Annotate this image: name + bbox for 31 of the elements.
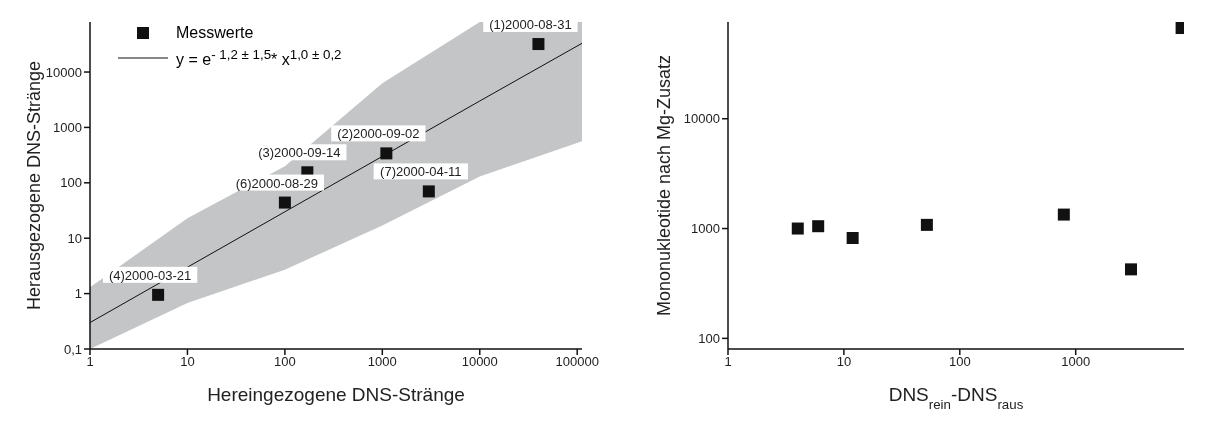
y-tick-label: 100	[698, 330, 720, 346]
x-tick-label: 10	[836, 354, 852, 370]
legend-label: Messwerte	[176, 23, 254, 43]
y-tick-label: 1000	[691, 221, 720, 237]
x-tick-label: 1000	[367, 354, 397, 370]
y-tick-label: 10000	[45, 64, 82, 80]
annotation: (3)2000-09-14	[258, 145, 341, 161]
annotation: (2)2000-09-02	[337, 126, 420, 142]
y-tick-label: 0,1	[63, 341, 82, 357]
y-tick-label: 1000	[53, 120, 82, 136]
y-tick-label: 100	[60, 175, 82, 191]
legend-label: y = e$^{- 1,2 ± 1,5}$* x$^{1,0 ± 0,2}$	[176, 46, 342, 71]
x-tick-label: 10000	[461, 354, 498, 370]
y-tick-label: 10000	[683, 111, 720, 127]
annotation: (1)2000-08-31	[489, 17, 572, 33]
annotation: (4)2000-03-21	[108, 267, 192, 283]
x-tick-label: 100	[948, 354, 971, 370]
x-tick-label: 1000	[1061, 354, 1091, 370]
x-tick-label: 1	[86, 354, 94, 370]
annotation: (7)2000-04-11	[380, 164, 462, 180]
annotation: (6)2000-08-29	[235, 175, 319, 191]
x-axis-title: DNS$_{rein}$-DNS$_{raus}$	[888, 384, 1024, 412]
x-tick-label: 100000	[555, 354, 599, 370]
x-axis-title: Hereingezogene DNS-Stränge	[207, 384, 465, 405]
x-tick-label: 10	[180, 354, 195, 370]
y-tick-label: 1	[74, 286, 82, 302]
x-tick-label: 100	[274, 354, 296, 370]
y-tick-label: 10	[67, 230, 82, 246]
y-axis-title: Mononukleotide nach Mg-Zusatz	[654, 54, 674, 317]
x-tick-label: 1	[724, 354, 732, 370]
y-axis-title: Herausgezogene DNS-Stränge	[24, 60, 44, 311]
